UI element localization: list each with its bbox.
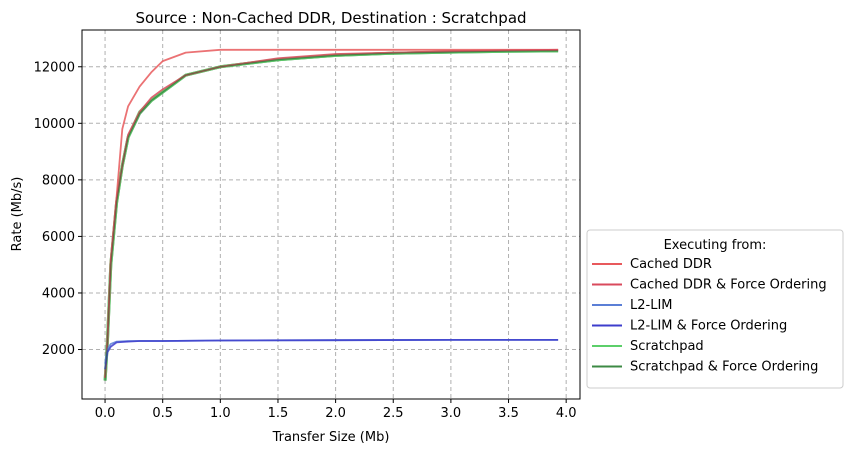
- legend-label: Cached DDR & Force Ordering: [630, 278, 827, 293]
- legend-label: L2-LIM: [630, 298, 673, 313]
- series-layer: [103, 48, 559, 381]
- x-tick-label: 0.0: [95, 406, 116, 421]
- x-axis-label: Transfer Size (Mb): [272, 430, 390, 445]
- legend-label: L2-LIM & Force Ordering: [630, 319, 787, 334]
- series-line-4: [104, 338, 559, 370]
- series-line-6-core: [104, 50, 559, 381]
- legend-label: Scratchpad: [630, 339, 704, 354]
- x-tick-label: 0.5: [152, 406, 173, 421]
- x-tick-label: 3.0: [441, 406, 462, 421]
- x-tick-label: 1.5: [268, 406, 289, 421]
- y-tick-label: 10000: [34, 117, 75, 132]
- legend: Executing from: Cached DDR Cached DDR & F…: [586, 229, 844, 389]
- plot-area-frame: [81, 29, 581, 400]
- legend-entries: Cached DDR Cached DDR & Force Ordering L2-…: [592, 257, 827, 375]
- series-line-1: [104, 48, 559, 378]
- y-tick-label: 12000: [34, 60, 75, 75]
- legend-label: Cached DDR: [630, 257, 712, 272]
- gridlines: [82, 30, 580, 399]
- x-tick-label: 1.0: [210, 406, 231, 421]
- y-tick-label: 6000: [42, 230, 75, 245]
- series-line-5: [103, 49, 559, 381]
- series-line-6: [103, 49, 559, 381]
- x-tick-label: 4.0: [556, 406, 577, 421]
- y-axis-label: Rate (Mb/s): [10, 177, 25, 252]
- legend-frame: [586, 229, 844, 389]
- y-tick-label: 2000: [42, 343, 75, 358]
- y-tick-label: 8000: [42, 173, 75, 188]
- x-tick-label: 2.0: [325, 406, 346, 421]
- axis-ticks: 0.0 0.5 1.0 1.5 2.0 2.5 3.0 3.5 4.0 2000 4000 6000 8…: [34, 60, 577, 421]
- series-line-3: [104, 338, 559, 364]
- series-line-2: [104, 48, 559, 378]
- legend-title: Executing from:: [664, 238, 767, 253]
- y-tick-label: 4000: [42, 286, 75, 301]
- x-tick-label: 2.5: [383, 406, 404, 421]
- x-tick-label: 3.5: [498, 406, 519, 421]
- legend-label: Scratchpad & Force Ordering: [630, 360, 818, 375]
- chart-title: Source : Non-Cached DDR, Destination : S…: [135, 9, 526, 27]
